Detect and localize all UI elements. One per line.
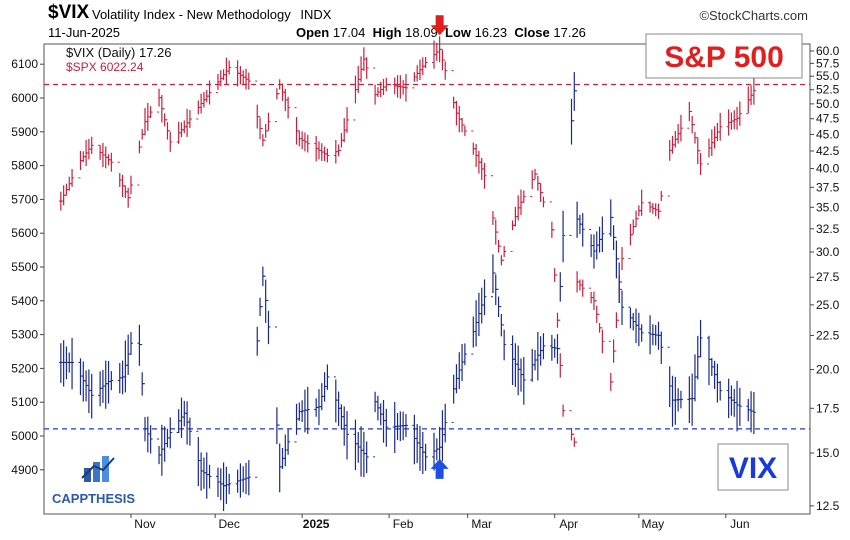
legend-spx: $SPX 6022.24: [66, 60, 144, 74]
legend-vix: $VIX (Daily) 17.26: [66, 45, 172, 60]
exchange-text: INDX: [300, 7, 332, 22]
spx-label-text: S&P 500: [664, 41, 784, 74]
x-axis-tick-label: May: [642, 517, 665, 531]
right-axis-tick-label: 57.5: [816, 56, 840, 70]
right-axis-tick-label: 60.0: [816, 44, 840, 58]
left-axis-tick-label: 6000: [11, 91, 38, 105]
x-axis-tick-label: Jun: [730, 517, 749, 531]
low-label: Low: [444, 25, 471, 40]
right-axis-tick-label: 22.5: [816, 328, 840, 342]
right-axis-tick-label: 40.0: [816, 162, 840, 176]
open-label: Open: [296, 25, 330, 40]
vix-series: [58, 72, 756, 512]
right-axis-tick-label: 30.0: [816, 245, 840, 259]
high-label: High: [372, 25, 402, 40]
left-axis-tick-label: 5300: [11, 328, 38, 342]
markers: [430, 15, 449, 479]
right-axis-tick-label: 35.0: [816, 200, 840, 214]
left-axis-tick-label: 5600: [11, 226, 38, 240]
description-text: Volatility Index - New Methodology: [92, 7, 291, 22]
left-axis-tick-label: 5400: [11, 294, 38, 308]
left-axis-tick-label: 5800: [11, 159, 38, 173]
left-axis-tick-label: 5900: [11, 125, 38, 139]
right-axis-tick-label: 37.5: [816, 180, 840, 194]
x-axis-tick-label: Mar: [471, 517, 492, 531]
low-value: 16.23: [474, 25, 508, 40]
symbol-title: $VIX: [48, 2, 90, 23]
x-axis: Nov Dec 2025 Feb Mar Apr May Jun: [130, 514, 750, 531]
high-value: 18.09: [405, 25, 438, 40]
chart-date: 11-Jun-2025: [48, 25, 121, 40]
left-axis-tick-label: 5200: [11, 361, 38, 375]
spx-series: [58, 36, 756, 447]
chart-header: $VIX Volatility Index - New Methodology …: [0, 0, 850, 44]
up-arrow-icon: [430, 458, 449, 479]
ohlc-readout: Open 17.04 High 18.09 Low 16.23 Close 17…: [296, 25, 586, 40]
x-axis-tick-label: Feb: [393, 517, 414, 531]
right-axis-tick-label: 42.5: [816, 144, 840, 158]
close-label: Close: [514, 25, 550, 40]
right-axis-tick-label: 50.0: [816, 97, 840, 111]
logo-bars-icon: [81, 456, 115, 482]
right-axis-tick-label: 27.5: [816, 270, 840, 284]
right-axis-tick-label: 52.5: [816, 83, 840, 97]
vix-label-box: VIX: [717, 443, 789, 491]
spx-label-box: S&P 500: [645, 33, 803, 79]
reference-lines: [44, 83, 810, 430]
left-axis-tick-label: 5000: [11, 429, 38, 443]
left-axis: 4900 5000 5100 5200 5300 5400 5500 5600 5700 5800…: [11, 57, 44, 477]
right-axis-tick-label: 55.0: [816, 69, 840, 83]
left-axis-tick-label: 4900: [11, 463, 38, 477]
right-axis-tick-label: 47.5: [816, 112, 840, 126]
close-value: 17.26: [553, 25, 586, 40]
right-axis-tick-label: 45.0: [816, 127, 840, 141]
right-axis-tick-label: 12.5: [816, 499, 840, 513]
x-axis-tick-label: Apr: [559, 517, 578, 531]
left-axis-tick-label: 5100: [11, 395, 38, 409]
left-axis-tick-label: 6100: [11, 57, 38, 71]
right-axis-tick-label: 32.5: [816, 222, 840, 236]
logo-text: CAPPTHESIS: [52, 491, 135, 506]
right-axis-tick-label: 15.0: [816, 446, 840, 460]
x-axis-tick-label: Dec: [218, 517, 239, 531]
open-value: 17.04: [332, 25, 366, 40]
symbol-description: Volatility Index - New Methodology INDX: [92, 7, 331, 22]
legend: $VIX (Daily) 17.26 $SPX 6022.24: [66, 45, 172, 74]
right-axis-tick-label: 17.5: [816, 401, 840, 415]
left-axis-tick-label: 5700: [11, 192, 38, 206]
cappthesis-logo: CAPPTHESIS: [52, 456, 135, 506]
x-axis-tick-label: Nov: [134, 517, 155, 531]
plot-area: [43, 43, 811, 515]
x-axis-tick-label: 2025: [303, 517, 330, 531]
right-axis-tick-label: 25.0: [816, 298, 840, 312]
stockcharts-watermark: ©StockCharts.com: [699, 8, 808, 23]
right-axis: 12.5 15.0 17.5 20.0 22.5 25.0 27.5 30.0 32.5 35.0…: [810, 44, 840, 513]
vix-label-text: VIX: [729, 452, 777, 485]
down-arrow-icon: [430, 15, 449, 36]
left-axis-tick-label: 5500: [11, 260, 38, 274]
right-axis-tick-label: 20.0: [816, 363, 840, 377]
